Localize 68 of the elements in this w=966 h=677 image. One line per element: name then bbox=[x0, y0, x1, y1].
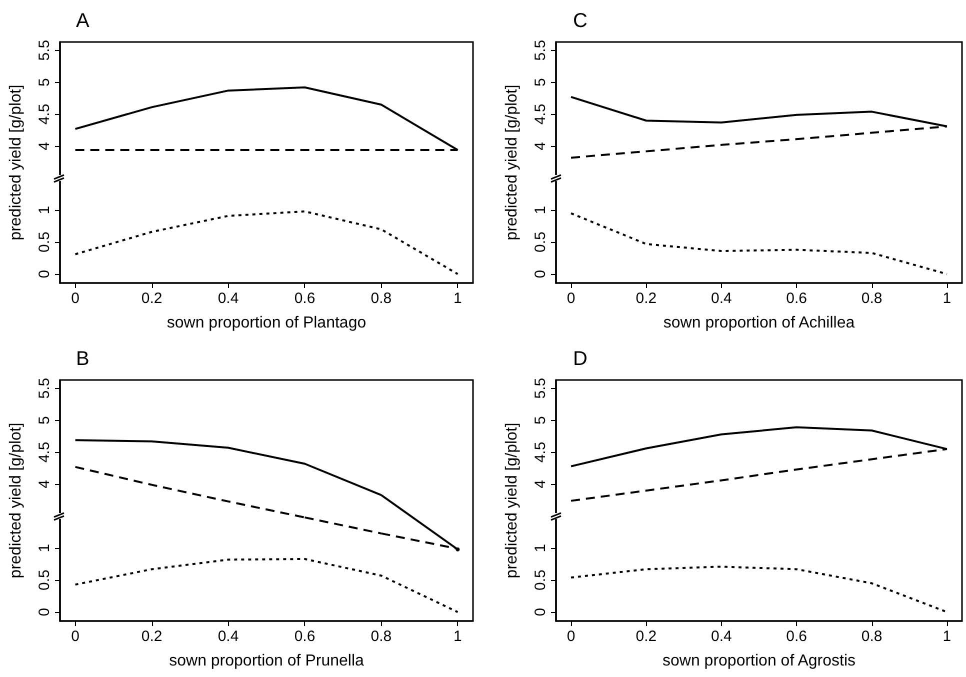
y-tick-label: 0.5 bbox=[36, 232, 53, 253]
x-tick-label: 0 bbox=[71, 290, 80, 307]
y2-axis-title: predicted yield [g/plot] bbox=[8, 84, 24, 240]
y2-tick-label: 4.5 bbox=[532, 442, 549, 463]
y-tick-label: 0 bbox=[36, 608, 53, 616]
y-tick-label: 0.5 bbox=[532, 570, 549, 591]
y2-tick-label: 4.5 bbox=[36, 442, 53, 463]
y2-tick-label: 4 bbox=[36, 142, 53, 150]
y2-tick-label: 5 bbox=[36, 416, 53, 424]
x-axis-title: sown proportion of Achillea bbox=[663, 314, 855, 332]
x-tick-label: 0.4 bbox=[710, 628, 732, 645]
y2-tick-label: 5 bbox=[532, 78, 549, 86]
y-tick-label: 0 bbox=[532, 608, 549, 616]
line-series bbox=[570, 212, 948, 276]
x-tick-label: 0 bbox=[566, 290, 576, 307]
chart-title: C bbox=[573, 10, 588, 32]
x-tick-label: 1 bbox=[942, 290, 952, 307]
y-tick-label: 1 bbox=[532, 544, 549, 552]
y2-tick-label: 4 bbox=[532, 480, 549, 488]
y2-tick-label: 4 bbox=[36, 480, 53, 488]
y-tick-label: 1 bbox=[532, 206, 549, 214]
y2-tick-label: 5 bbox=[532, 416, 549, 424]
x-tick-label: 0.6 bbox=[786, 628, 808, 645]
x-tick-label: 0.4 bbox=[218, 290, 239, 307]
y2-tick-label: 5.5 bbox=[36, 378, 53, 399]
chart-title: A bbox=[76, 10, 90, 32]
x-tick-label: 0 bbox=[71, 628, 80, 645]
y-tick-label: 0.5 bbox=[36, 570, 53, 591]
chart-title: D bbox=[573, 348, 588, 370]
x-axis-title: sown proportion of Plantago bbox=[166, 314, 366, 332]
y2-axis-title: predicted yield [g/plot] bbox=[504, 84, 520, 240]
y-tick-label: 1 bbox=[36, 206, 53, 214]
line-series bbox=[74, 558, 459, 614]
y2-tick-label: 5.5 bbox=[36, 40, 53, 61]
y2-axis-title: predicted yield [g/plot] bbox=[8, 422, 24, 578]
y-tick-label: 0 bbox=[532, 270, 549, 278]
y-tick-label: 1 bbox=[36, 544, 53, 552]
y2-tick-label: 5.5 bbox=[532, 40, 549, 61]
y-tick-label: 0.5 bbox=[532, 232, 549, 253]
x-tick-label: 0.8 bbox=[370, 628, 392, 645]
y2-axis-title: predicted yield [g/plot] bbox=[504, 422, 520, 578]
x-tick-label: 0 bbox=[566, 628, 576, 645]
x-tick-label: 0.4 bbox=[218, 628, 239, 645]
x-tick-label: 0.6 bbox=[294, 290, 316, 307]
x-tick-label: 0.8 bbox=[861, 628, 882, 645]
x-tick-label: 0.2 bbox=[141, 628, 162, 645]
x-tick-label: 0.2 bbox=[636, 628, 657, 645]
x-tick-label: 1 bbox=[942, 628, 952, 645]
x-tick-label: 1 bbox=[454, 290, 462, 307]
x-tick-label: 0.6 bbox=[786, 290, 808, 307]
x-tick-label: 0.2 bbox=[141, 290, 162, 307]
y2-tick-label: 4 bbox=[532, 142, 549, 150]
line-series bbox=[570, 566, 948, 614]
y2-tick-label: 5.5 bbox=[532, 378, 549, 399]
x-axis-title: sown proportion of Agrostis bbox=[662, 652, 856, 670]
line-series bbox=[74, 210, 459, 276]
x-tick-label: 0.4 bbox=[710, 290, 732, 307]
y-tick-label: 0 bbox=[36, 270, 53, 278]
y2-tick-label: 5 bbox=[36, 78, 53, 86]
chart-title: B bbox=[76, 348, 90, 370]
x-tick-label: 1 bbox=[454, 628, 462, 645]
x-axis-title: sown proportion of Prunella bbox=[169, 652, 364, 670]
x-tick-label: 0.2 bbox=[636, 290, 657, 307]
y2-tick-label: 4.5 bbox=[36, 104, 53, 125]
x-tick-label: 0.6 bbox=[294, 628, 316, 645]
x-tick-label: 0.8 bbox=[370, 290, 392, 307]
y2-tick-label: 4.5 bbox=[532, 104, 549, 125]
x-tick-label: 0.8 bbox=[861, 290, 882, 307]
